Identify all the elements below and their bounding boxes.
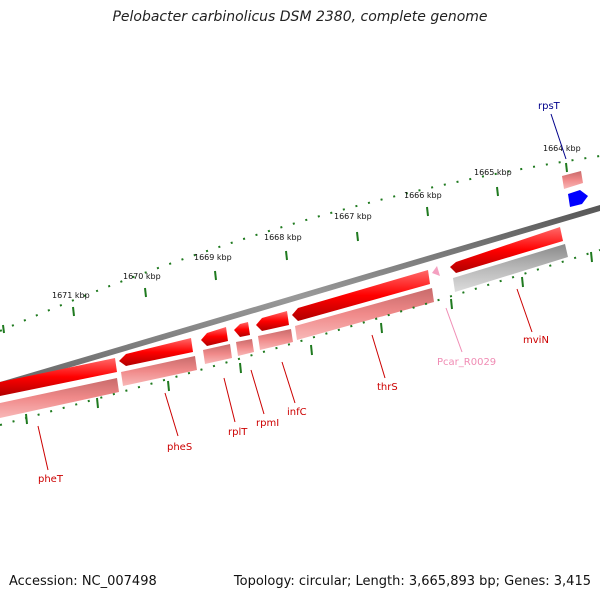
accession-text: Accession: NC_007498 [9, 574, 157, 589]
map-title: Pelobacter carbinolicus DSM 2380, comple… [112, 9, 488, 25]
gene-rna-arrow [432, 266, 440, 276]
scale-label: 1668 kbp [264, 233, 302, 242]
genome-backbone [0, 205, 600, 388]
leader-lines [37, 113, 567, 471]
gene-rplT-shadow [203, 344, 232, 364]
gene-infC-shadow [258, 329, 293, 350]
gene-label-rpsT: rpsT [538, 101, 561, 112]
scale-label: 1665 kbp [474, 168, 512, 177]
gene-rpmI-arrow [234, 322, 250, 337]
genome-summary-text: Topology: circular; Length: 3,665,893 bp… [233, 574, 591, 589]
scale-label: 1670 kbp [123, 272, 161, 281]
reverse-strand [0, 244, 568, 418]
gene-label-pheT: pheT [38, 474, 64, 485]
gene-rplT-arrow [201, 327, 228, 346]
gene-label-Pcar_R0029: Pcar_R0029 [437, 357, 496, 368]
inner-major-ticks [25, 251, 593, 425]
scale-label: 1671 kbp [52, 291, 90, 300]
gene-label-rpmI: rpmI [256, 418, 279, 429]
gene-pheS-shadow [121, 356, 197, 386]
forward-strand [0, 227, 563, 396]
scale-label: 1669 kbp [194, 253, 232, 262]
gene-rpmI-shadow [236, 339, 254, 356]
outer-tick-ring [0, 155, 600, 332]
gene-label-infC: infC [287, 407, 307, 418]
gene-pheT-shadow [0, 378, 119, 418]
scale-label: 1664 kbp [543, 144, 581, 153]
gene-label-pheS: pheS [167, 442, 192, 453]
gene-thrS-arrow [292, 270, 430, 321]
gene-mviN-shadow [453, 244, 568, 292]
gene-label-thrS: thrS [377, 382, 398, 393]
gene-label-mviN: mviN [523, 335, 549, 346]
gene-infC-arrow [256, 311, 289, 331]
gene-thrS-shadow [295, 288, 434, 340]
gene-rpsT-arrow [568, 190, 588, 207]
gene-pheT-arrow [0, 358, 117, 396]
outer-major-ticks [2, 162, 568, 334]
scale-label: 1667 kbp [334, 212, 372, 221]
scale-label: 1666 kbp [404, 191, 442, 200]
gene-pheS-arrow [119, 338, 193, 366]
gene-mviN-arrow [450, 227, 563, 273]
gene-rpsT-shadow [562, 171, 583, 189]
gene-label-rplT: rplT [228, 427, 248, 438]
